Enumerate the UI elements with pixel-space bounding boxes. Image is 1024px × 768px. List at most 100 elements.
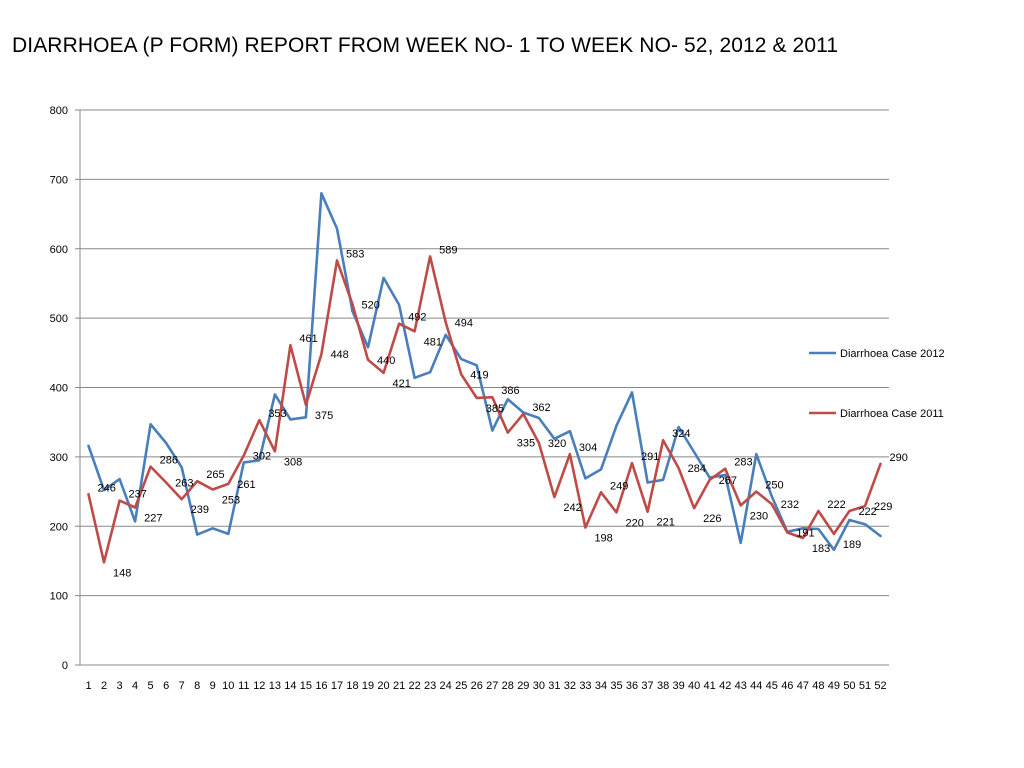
x-tick-label: 13 [269,680,281,692]
series-lines [87,192,882,564]
x-tick-label: 16 [315,680,327,692]
x-tick-label: 49 [828,680,840,692]
chart-title: DIARRHOEA (P FORM) REPORT FROM WEEK NO- … [12,34,839,57]
x-tick-label: 38 [657,680,669,692]
data-label: 308 [284,456,302,468]
data-label: 230 [750,510,768,522]
x-tick-label: 45 [766,680,778,692]
x-tick-label: 14 [284,680,296,692]
x-tick-label: 32 [564,680,576,692]
y-tick-label: 500 [50,313,68,325]
data-label: 494 [455,317,473,329]
data-label: 246 [98,482,116,494]
x-tick-label: 48 [812,680,824,692]
y-tick-label: 600 [50,244,68,256]
y-tick-label: 800 [50,105,68,117]
x-tick-label: 35 [610,680,622,692]
data-label: 239 [191,504,209,516]
x-tick-label: 6 [163,680,169,692]
legend: Diarrhoea Case 2012 Diarrhoea Case 2011 [809,348,945,420]
data-label: 583 [346,249,364,261]
x-tick-label: 43 [735,680,747,692]
x-tick-label: 24 [440,680,452,692]
x-tick-label: 19 [362,680,374,692]
data-label: 250 [765,480,783,492]
data-label: 589 [439,244,457,256]
data-label: 481 [424,336,442,348]
x-tick-label: 12 [253,680,265,692]
data-label: 385 [486,403,504,415]
x-tick-label: 17 [331,680,343,692]
data-label: 263 [175,478,193,490]
x-tick-label: 7 [179,680,185,692]
x-tick-label: 23 [424,680,436,692]
y-tick-label: 100 [50,591,68,603]
x-tick-label: 39 [672,680,684,692]
x-tick-label: 2 [101,680,107,692]
x-tick-label: 27 [486,680,498,692]
data-label: 183 [812,543,830,555]
data-label: 265 [206,469,224,481]
x-tick-label: 11 [238,680,249,692]
data-label: 353 [268,408,286,420]
legend-entry: Diarrhoea Case 2011 [840,408,944,420]
x-tick-label: 1 [85,680,91,692]
data-label: 189 [843,539,861,551]
x-tick-label: 21 [393,680,405,692]
data-label: 335 [517,438,535,450]
data-label: 320 [548,438,566,450]
data-label: 229 [874,501,892,513]
data-label: 362 [532,402,550,414]
data-label: 375 [315,410,333,422]
data-label: 324 [672,428,690,440]
x-tick-label: 10 [222,680,234,692]
x-tick-label: 51 [859,680,871,692]
data-label: 291 [641,451,659,463]
x-tick-label: 5 [148,680,154,692]
x-tick-label: 50 [843,680,855,692]
data-label: 419 [470,369,488,381]
x-tick-label: 8 [194,680,200,692]
y-tick-label: 200 [50,521,68,533]
gridlines [80,109,889,597]
data-label: 261 [237,479,255,491]
x-tick-label: 40 [688,680,700,692]
data-label: 220 [626,517,644,529]
x-tick-label: 30 [533,680,545,692]
legend-entry: Diarrhoea Case 2012 [840,348,945,360]
data-label: 492 [408,312,426,324]
series-line [87,255,882,564]
x-tick-label: 29 [517,680,529,692]
x-tick-label: 22 [408,680,420,692]
data-label: 440 [377,355,395,367]
y-tick-label: 700 [50,174,68,186]
data-label: 232 [781,499,799,511]
data-label: 302 [253,450,271,462]
data-label: 222 [858,506,876,518]
y-tick-label: 300 [50,452,68,464]
x-tick-label: 52 [874,680,886,692]
x-tick-label: 36 [626,680,638,692]
x-tick-label: 31 [548,680,560,692]
x-tick-label: 25 [455,680,467,692]
data-label: 520 [362,299,380,311]
x-tick-label: 9 [210,680,216,692]
x-tick-label: 46 [781,680,793,692]
data-label: 242 [563,502,581,514]
y-tick-label: 0 [62,660,68,672]
data-label: 249 [610,480,628,492]
data-label: 237 [129,489,147,501]
x-tick-label: 44 [750,680,762,692]
x-tick-label: 37 [641,680,653,692]
x-tick-label: 4 [132,680,138,692]
data-label: 198 [594,533,612,545]
data-label: 148 [113,567,131,579]
x-tick-label: 28 [502,680,514,692]
data-label: 286 [160,455,178,467]
x-tick-label: 33 [579,680,591,692]
data-label: 221 [657,517,675,529]
data-label: 191 [796,527,814,539]
data-label: 448 [330,349,348,361]
x-tick-label: 3 [116,680,122,692]
